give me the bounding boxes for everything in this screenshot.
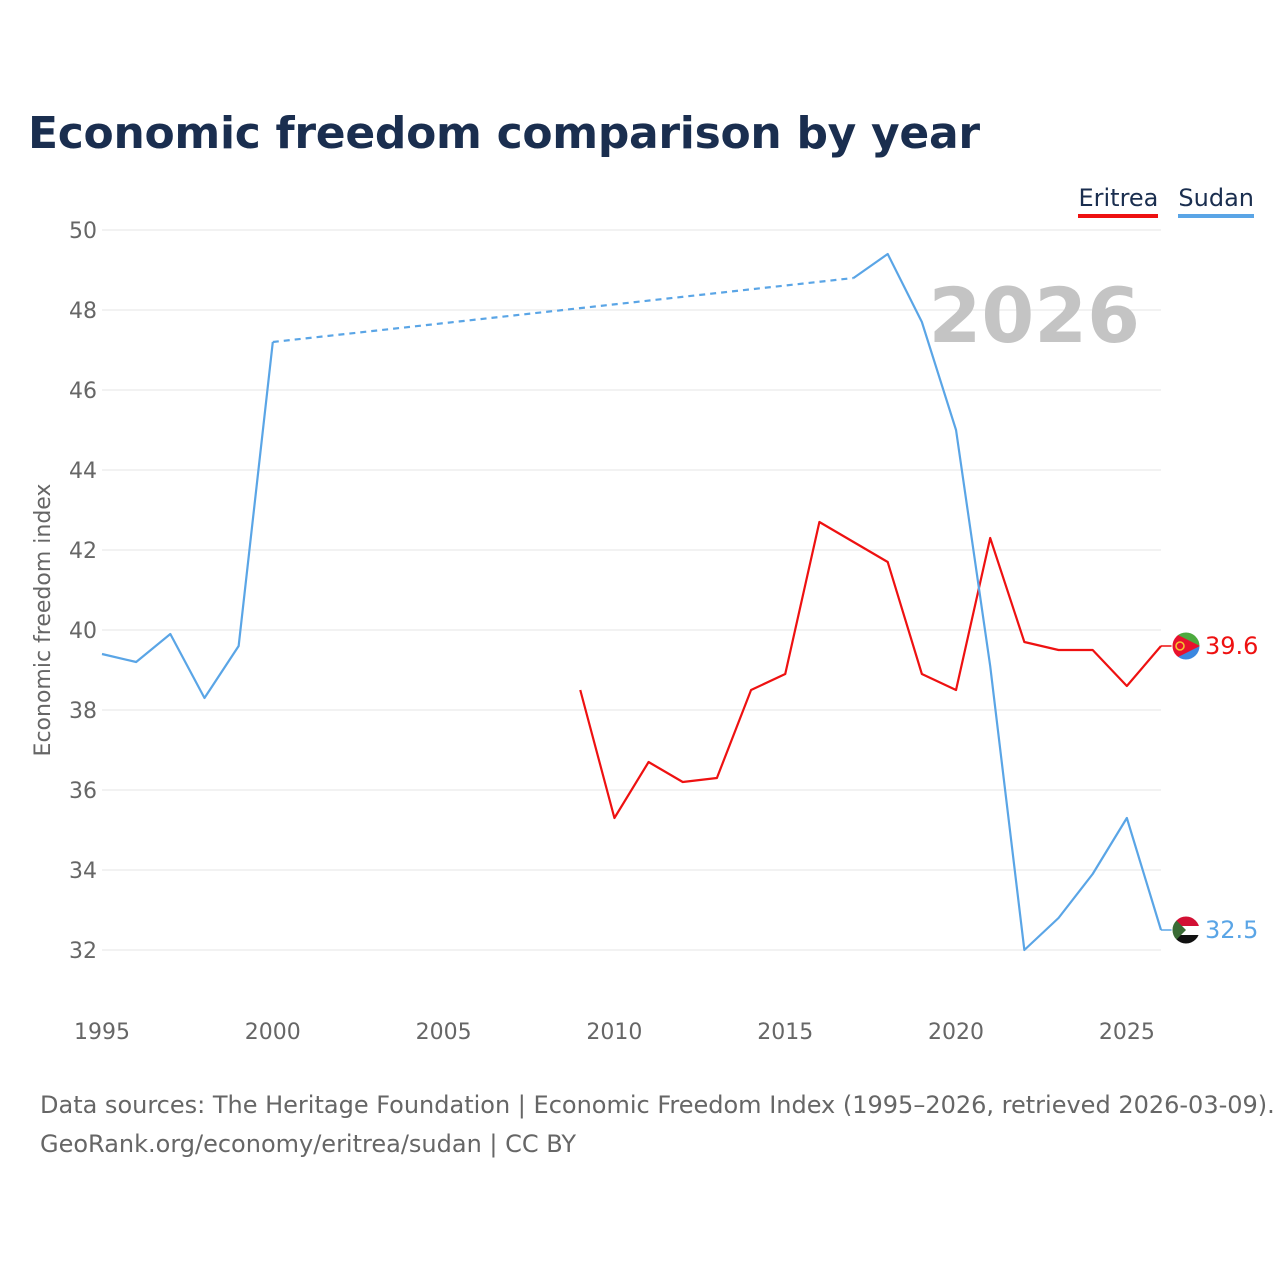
- data-point-eritrea-2016: [816, 519, 822, 525]
- legend-item-eritrea[interactable]: Eritrea: [1078, 184, 1159, 218]
- data-point-eritrea-2025: [1124, 683, 1130, 689]
- sudan-flag-icon: [1171, 915, 1201, 945]
- data-point-eritrea-2015: [782, 671, 788, 677]
- y-tick-label-50: 50: [69, 219, 97, 244]
- data-point-eritrea-2011: [646, 759, 652, 765]
- y-tick-label-34: 34: [69, 859, 97, 884]
- chart-title: Economic freedom comparison by year: [28, 108, 980, 159]
- data-point-eritrea-2017: [851, 539, 857, 545]
- data-source-text: Data sources: The Heritage Foundation | …: [40, 1091, 1275, 1119]
- x-tick-label-2020: 2020: [928, 1020, 984, 1045]
- data-point-eritrea-2018: [885, 559, 891, 565]
- data-point-sudan-1995: [99, 651, 105, 657]
- attribution-text: GeoRank.org/economy/eritrea/sudan | CC B…: [40, 1130, 577, 1158]
- data-point-eritrea-2022: [1021, 639, 1027, 645]
- series-line-sudan-recent: [852, 252, 1163, 952]
- data-point-eritrea-2019: [919, 671, 925, 677]
- data-point-sudan-2018: [885, 251, 891, 257]
- data-point-sudan-1999: [236, 643, 242, 649]
- data-point-eritrea-2014: [748, 687, 754, 693]
- data-point-eritrea-2020: [953, 687, 959, 693]
- x-tick-label-2000: 2000: [245, 1020, 301, 1045]
- y-tick-label-40: 40: [69, 619, 97, 644]
- data-point-eritrea-2023: [1056, 647, 1062, 653]
- x-tick-label-2010: 2010: [586, 1020, 642, 1045]
- y-tick-label-48: 48: [69, 299, 97, 324]
- data-point-eritrea-2024: [1090, 647, 1096, 653]
- x-tick-label-2015: 2015: [757, 1020, 813, 1045]
- data-point-sudan-2021: [987, 663, 993, 669]
- eritrea-flag-icon: [1171, 631, 1201, 661]
- y-tick-label-36: 36: [69, 779, 97, 804]
- y-tick-label-46: 46: [69, 379, 97, 404]
- x-tick-label-1995: 1995: [74, 1020, 130, 1045]
- legend: Eritrea Sudan: [1078, 184, 1254, 218]
- data-point-sudan-1998: [201, 695, 207, 701]
- line-chart: 32 34 36 38 40 42 44 46 48 50 1995 2000 2005 2010 2015…: [31, 219, 1258, 1045]
- year-stamp: 2026: [928, 271, 1140, 360]
- data-point-eritrea-2021: [987, 535, 993, 541]
- y-tick-label-44: 44: [69, 459, 97, 484]
- legend-item-sudan[interactable]: Sudan: [1178, 184, 1254, 218]
- data-point-sudan-2025: [1124, 815, 1130, 821]
- data-point-sudan-1997: [167, 631, 173, 637]
- y-tick-label-42: 42: [69, 539, 97, 564]
- data-point-eritrea-2013: [714, 775, 720, 781]
- data-point-sudan-1996: [133, 659, 139, 665]
- series-line-eritrea: [579, 520, 1162, 820]
- x-tick-label-2005: 2005: [416, 1020, 472, 1045]
- y-tick-label-32: 32: [69, 939, 97, 964]
- data-point-sudan-2000: [270, 339, 276, 345]
- end-label-sudan: 32.5: [1205, 916, 1258, 944]
- data-point-sudan-2022: [1021, 947, 1027, 953]
- data-point-sudan-2017: [851, 275, 857, 281]
- data-point-sudan-2024: [1090, 871, 1096, 877]
- end-label-eritrea: 39.6: [1205, 632, 1258, 660]
- data-point-eritrea-2010: [611, 815, 617, 821]
- footer: Data sources: The Heritage Foundation | …: [40, 1086, 1275, 1164]
- data-point-eritrea-2012: [680, 779, 686, 785]
- y-tick-label-38: 38: [69, 699, 97, 724]
- data-point-sudan-2023: [1056, 915, 1062, 921]
- data-point-eritrea-2009: [577, 687, 583, 693]
- series-line-sudan: [101, 341, 274, 700]
- data-point-sudan-2019: [919, 319, 925, 325]
- y-axis-title: Economic freedom index: [31, 484, 56, 757]
- data-point-sudan-2020: [953, 427, 959, 433]
- series-gap-line-sudan: [272, 276, 854, 344]
- x-tick-label-2025: 2025: [1099, 1020, 1155, 1045]
